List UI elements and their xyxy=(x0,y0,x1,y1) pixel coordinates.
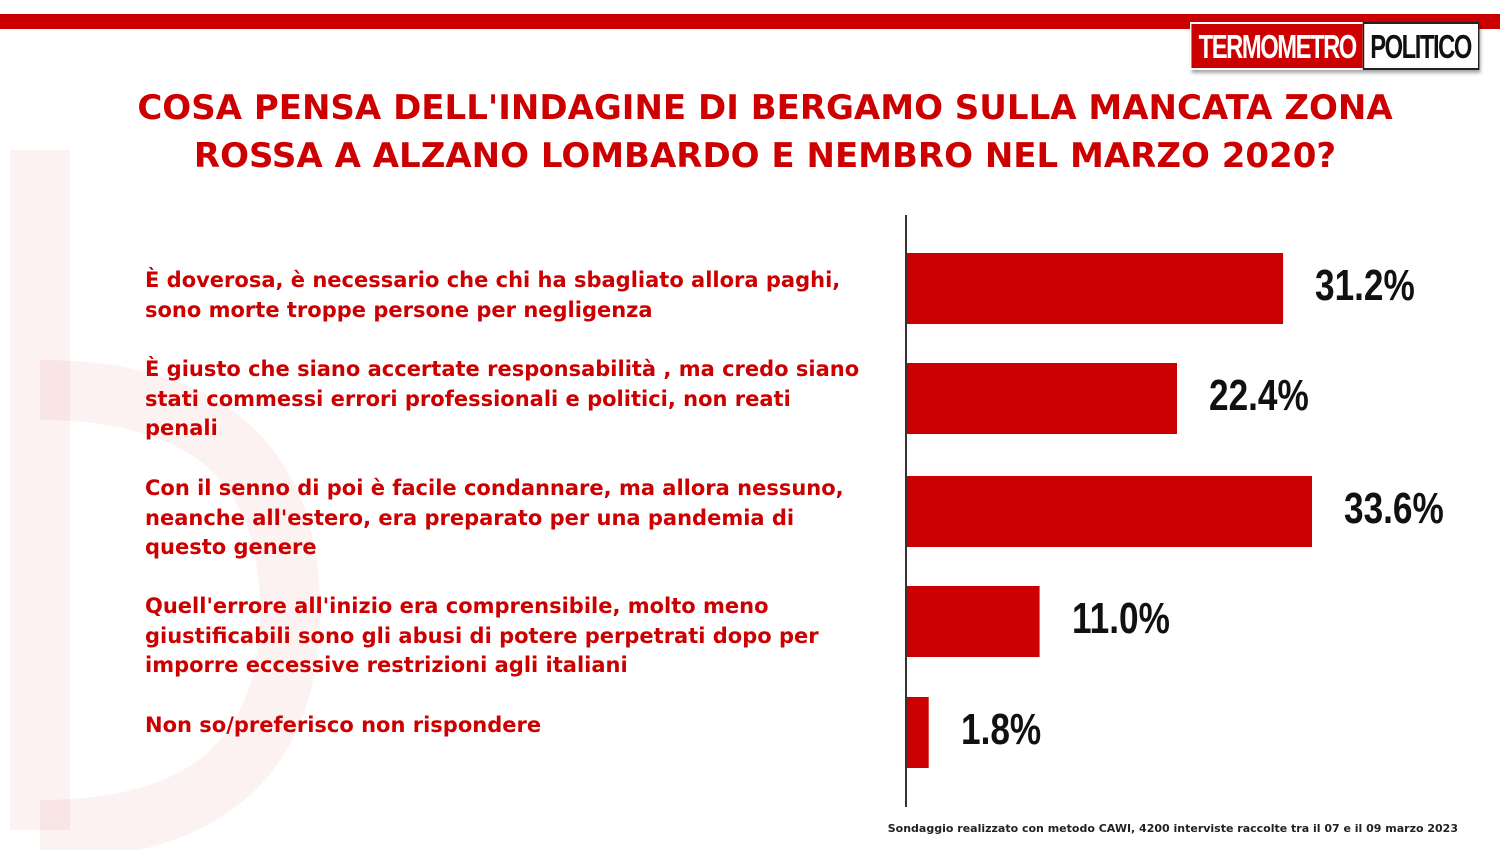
category-label-4: Quell'errore all'inizio era comprensibil… xyxy=(145,594,819,677)
value-label-2: 22.4% xyxy=(1209,371,1309,420)
category-label-2: È giusto che siano accertate responsabil… xyxy=(145,357,860,440)
chart-title: COSA PENSA DELL'INDAGINE DI BERGAMO SULL… xyxy=(137,88,1393,176)
logo-termometro: TERMOMETRO xyxy=(1190,22,1364,70)
value-label-3: 33.6% xyxy=(1344,484,1444,533)
top-accent-bar xyxy=(0,14,1500,29)
value-label-1: 31.2% xyxy=(1315,261,1415,310)
category-label-5: Non so/preferisco non rispondere xyxy=(145,713,542,737)
category-axis-line xyxy=(905,215,907,807)
logo-politico: POLITICO xyxy=(1363,22,1480,70)
bar-3 xyxy=(907,476,1312,547)
category-label-1: È doverosa, è necessario che chi ha sbag… xyxy=(145,268,841,322)
termometro-politico-logo: TERMOMETRO POLITICO xyxy=(1190,22,1480,70)
bar-4 xyxy=(907,586,1040,657)
bar-5 xyxy=(907,697,929,768)
source-note: Sondaggio realizzato con metodo CAWI, 42… xyxy=(887,822,1458,835)
value-label-4: 11.0% xyxy=(1071,594,1170,643)
category-label-3: Con il senno di poi è facile condannare,… xyxy=(145,476,844,559)
value-label-5: 1.8% xyxy=(960,705,1041,754)
bar-2 xyxy=(907,363,1177,434)
bar-1 xyxy=(907,253,1284,324)
